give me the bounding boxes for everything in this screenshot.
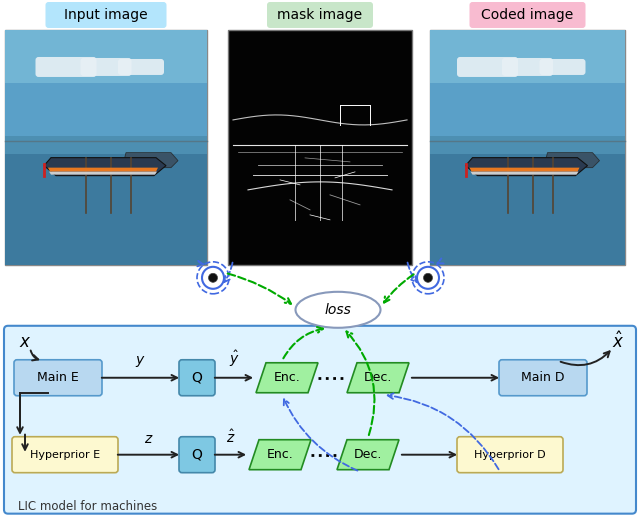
FancyBboxPatch shape	[5, 30, 207, 83]
Text: Main E: Main E	[37, 371, 79, 384]
Circle shape	[209, 273, 218, 282]
FancyBboxPatch shape	[81, 58, 131, 76]
FancyBboxPatch shape	[499, 360, 587, 396]
Text: Input image: Input image	[64, 8, 148, 22]
Polygon shape	[347, 363, 409, 393]
FancyBboxPatch shape	[5, 30, 207, 265]
Ellipse shape	[296, 292, 381, 328]
Text: $y$: $y$	[135, 354, 146, 369]
FancyBboxPatch shape	[457, 437, 563, 473]
Text: Coded image: Coded image	[481, 8, 573, 22]
FancyBboxPatch shape	[45, 2, 166, 28]
Text: $\hat{y}$: $\hat{y}$	[228, 349, 239, 369]
Polygon shape	[48, 168, 158, 171]
Polygon shape	[249, 440, 311, 470]
Text: Enc.: Enc.	[274, 371, 300, 384]
Circle shape	[424, 273, 433, 282]
Polygon shape	[124, 152, 178, 168]
FancyBboxPatch shape	[179, 437, 215, 473]
Text: Dec.: Dec.	[364, 371, 392, 384]
Text: mask image: mask image	[277, 8, 363, 22]
Polygon shape	[470, 168, 579, 171]
FancyBboxPatch shape	[5, 135, 207, 153]
Circle shape	[417, 267, 439, 289]
Text: $\hat{x}$: $\hat{x}$	[612, 332, 624, 352]
Circle shape	[202, 267, 224, 289]
FancyBboxPatch shape	[430, 30, 625, 83]
FancyBboxPatch shape	[14, 360, 102, 396]
Text: LIC model for machines: LIC model for machines	[18, 500, 157, 513]
Text: Q: Q	[191, 448, 202, 462]
FancyBboxPatch shape	[470, 2, 586, 28]
Polygon shape	[337, 440, 399, 470]
FancyBboxPatch shape	[12, 437, 118, 473]
Polygon shape	[256, 363, 318, 393]
FancyBboxPatch shape	[430, 135, 625, 153]
Polygon shape	[470, 171, 579, 175]
FancyBboxPatch shape	[430, 30, 625, 265]
Text: $z$: $z$	[144, 432, 154, 445]
FancyBboxPatch shape	[267, 2, 373, 28]
Text: $\hat{z}$: $\hat{z}$	[226, 428, 236, 445]
Text: Hyperprior E: Hyperprior E	[30, 450, 100, 460]
Text: loss: loss	[324, 303, 351, 317]
Text: Q: Q	[191, 371, 202, 385]
FancyBboxPatch shape	[5, 30, 207, 135]
FancyBboxPatch shape	[430, 135, 625, 265]
FancyBboxPatch shape	[228, 30, 412, 265]
Polygon shape	[545, 152, 600, 168]
Polygon shape	[49, 171, 157, 175]
FancyBboxPatch shape	[35, 57, 97, 77]
FancyBboxPatch shape	[502, 58, 553, 76]
FancyBboxPatch shape	[540, 59, 586, 75]
Text: Dec.: Dec.	[354, 448, 382, 461]
Text: $x$: $x$	[19, 333, 31, 351]
FancyBboxPatch shape	[179, 360, 215, 396]
FancyBboxPatch shape	[430, 30, 625, 135]
Text: Main D: Main D	[521, 371, 564, 384]
Polygon shape	[465, 158, 588, 176]
Polygon shape	[44, 158, 166, 176]
FancyBboxPatch shape	[4, 326, 636, 513]
FancyBboxPatch shape	[5, 135, 207, 265]
FancyBboxPatch shape	[457, 57, 518, 77]
FancyBboxPatch shape	[118, 59, 164, 75]
Text: Hyperprior D: Hyperprior D	[474, 450, 546, 460]
Text: Enc.: Enc.	[267, 448, 293, 461]
